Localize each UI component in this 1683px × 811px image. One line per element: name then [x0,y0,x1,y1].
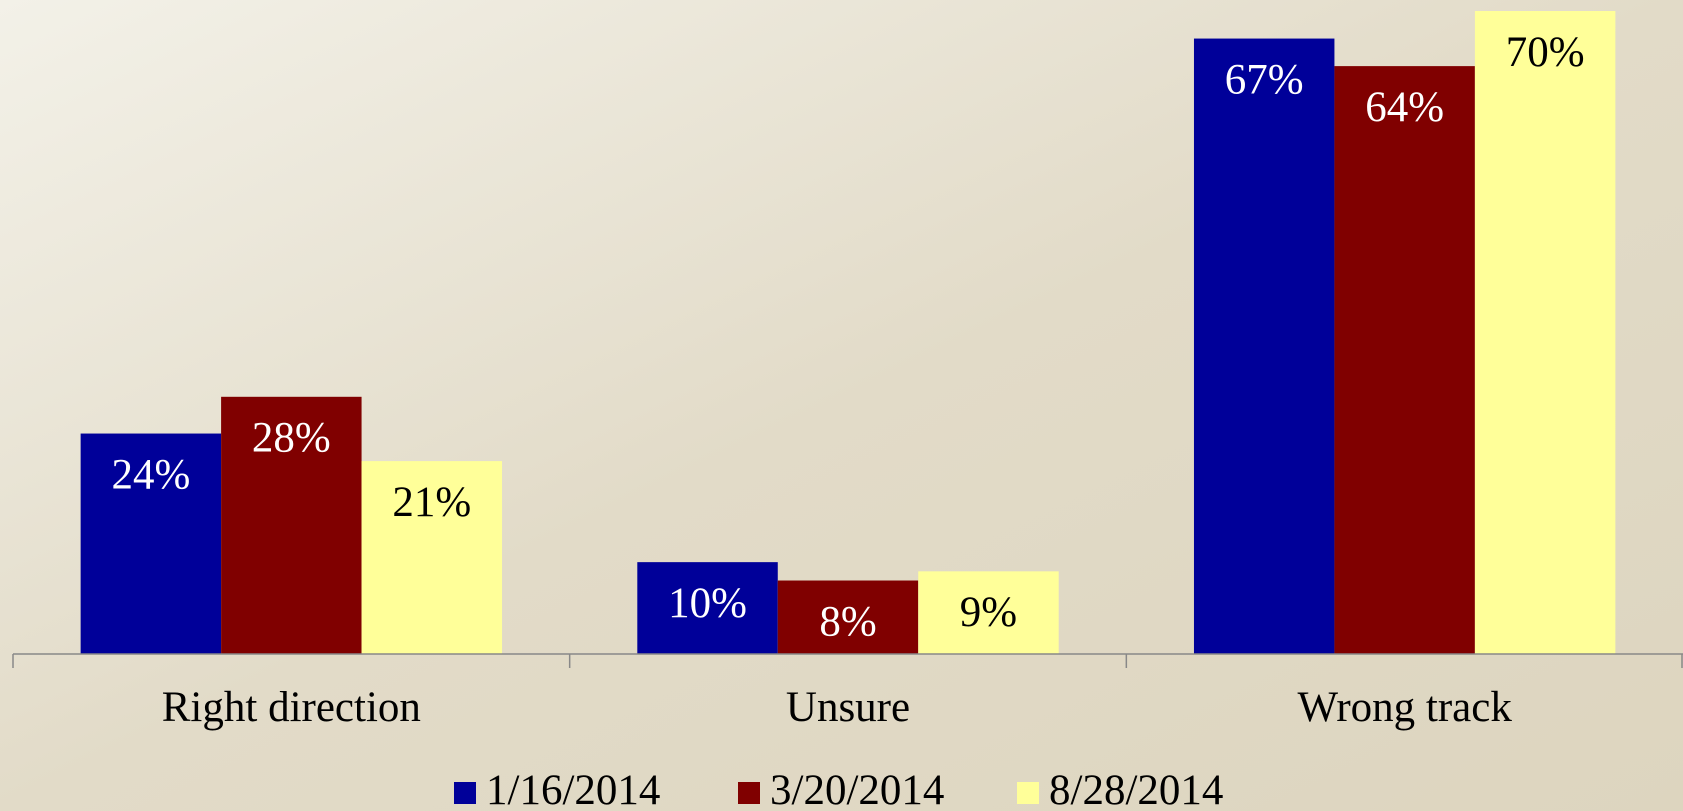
bar [1193,38,1335,655]
bar [1334,66,1475,655]
legend-label: 3/20/2014 [770,767,944,811]
legend-label: 1/16/2014 [486,767,660,811]
bar [777,580,919,654]
bar [361,461,503,654]
bar [221,396,362,654]
data-label: 67% [1225,56,1304,103]
x-tick-label: Unsure [786,684,910,731]
data-label: 8% [819,598,876,645]
data-label: 10% [668,580,747,627]
x-tick-label: Wrong track [1297,684,1512,731]
data-label: 21% [392,479,471,526]
legend-swatch [1017,782,1039,804]
bar [80,433,222,654]
data-label: 28% [252,415,331,462]
bar [637,562,778,654]
bar [918,571,1059,654]
legend-swatch [454,782,476,804]
bar [1474,11,1616,654]
legend-label: 8/28/2014 [1049,767,1223,811]
data-label: 64% [1365,84,1444,131]
legend-swatch [738,782,760,804]
data-label: 70% [1506,29,1585,76]
data-label: 9% [960,589,1017,636]
x-tick-label: Right direction [162,684,421,731]
data-label: 24% [111,451,190,498]
